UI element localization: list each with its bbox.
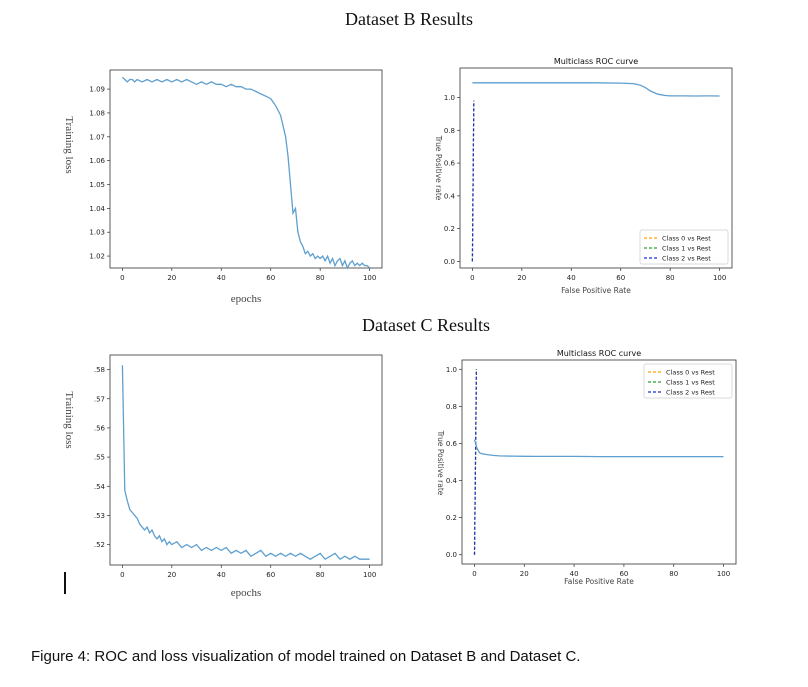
y-tick-label: 1.03	[89, 229, 105, 237]
y-tick-label: 0.2	[446, 514, 457, 522]
y-tick-label: .56	[94, 424, 106, 432]
y-tick-label: 1.0	[444, 94, 455, 102]
plot-frame	[459, 67, 733, 269]
text-cursor-mark	[64, 572, 66, 594]
series-line	[121, 365, 370, 561]
x-tick-label: 100	[713, 274, 726, 282]
y-axis-label: Training loss	[63, 391, 75, 448]
x-tick-label: 80	[666, 274, 675, 282]
y-axis-label: True Positive rate	[436, 430, 445, 496]
x-tick-label: 20	[167, 571, 176, 579]
y-tick-label: 1.05	[89, 181, 105, 189]
chart-title: Multiclass ROC curve	[554, 57, 638, 66]
x-tick-label: 60	[266, 274, 275, 282]
x-tick-label: 20	[517, 274, 526, 282]
x-axis-label: epochs	[231, 293, 262, 305]
series-line	[472, 82, 720, 97]
dataset-c-title: Dataset C Results	[362, 315, 490, 335]
plot-frame	[461, 359, 737, 565]
y-axis-label: Training loss	[63, 116, 75, 173]
legend-entry: Class 1 vs Rest	[662, 245, 711, 253]
x-tick-label: 40	[217, 274, 226, 282]
y-tick-label: 0.8	[446, 403, 457, 411]
x-tick-label: 80	[669, 570, 678, 578]
x-tick-label: 60	[616, 274, 625, 282]
y-tick-label: 0.2	[444, 225, 455, 233]
legend-entry: Class 2 vs Rest	[666, 389, 715, 397]
x-tick-label: 80	[316, 274, 325, 282]
y-tick-label: 0.4	[446, 477, 458, 485]
y-tick-label: .58	[94, 366, 105, 374]
y-tick-label: 0.8	[444, 127, 455, 135]
y-tick-label: 1.07	[89, 133, 105, 141]
y-tick-label: 0.6	[446, 440, 458, 448]
x-axis-label: epochs	[231, 587, 262, 599]
dataset-b-title: Dataset B Results	[345, 9, 473, 29]
y-tick-label: 0.4	[444, 192, 456, 200]
x-tick-label: 100	[363, 274, 376, 282]
legend-entry: Class 0 vs Rest	[666, 369, 715, 377]
y-tick-label: .57	[94, 395, 105, 403]
legend-box	[639, 229, 729, 265]
series-line-class-2-vs-rest	[473, 369, 477, 555]
x-tick-label: 20	[167, 274, 176, 282]
x-axis-label: False Positive Rate	[564, 577, 634, 586]
x-tick-label: 40	[567, 274, 576, 282]
x-tick-label: 20	[520, 570, 529, 578]
series-line	[121, 76, 371, 270]
legend-entry: Class 0 vs Rest	[662, 235, 711, 243]
y-tick-label: .52	[94, 541, 105, 549]
y-tick-label: 1.09	[89, 86, 105, 94]
x-tick-label: 80	[316, 571, 325, 579]
x-axis-label: False Positive Rate	[561, 286, 631, 295]
y-tick-label: 0.0	[444, 258, 455, 266]
x-tick-label: 60	[619, 570, 628, 578]
x-tick-label: 40	[570, 570, 579, 578]
y-tick-label: 1.0	[446, 366, 457, 374]
plot-frame	[109, 354, 383, 566]
x-tick-label: 0	[470, 274, 474, 282]
x-tick-label: 100	[363, 571, 376, 579]
series-line	[473, 439, 724, 458]
y-tick-label: .55	[94, 454, 105, 462]
y-tick-label: 1.02	[89, 253, 105, 261]
y-tick-label: 1.06	[89, 157, 105, 165]
y-tick-label: 0.6	[444, 160, 456, 168]
x-tick-label: 0	[472, 570, 476, 578]
y-axis-label: True Positive rate	[434, 135, 443, 201]
plot-frame	[109, 69, 383, 269]
y-tick-label: 0.0	[446, 551, 457, 559]
legend-entry: Class 1 vs Rest	[666, 379, 715, 387]
legend-box	[643, 363, 733, 399]
y-tick-label: 1.04	[89, 205, 105, 213]
legend-entry: Class 2 vs Rest	[662, 255, 711, 263]
x-tick-label: 60	[266, 571, 275, 579]
series-line-class-2-vs-rest	[471, 100, 475, 262]
y-tick-label: 1.08	[89, 109, 105, 117]
figure-caption: Figure 4: ROC and loss visualization of …	[31, 648, 581, 665]
x-tick-label: 100	[717, 570, 730, 578]
y-tick-label: .54	[94, 483, 106, 491]
chart-title: Multiclass ROC curve	[557, 349, 641, 358]
x-tick-label: 0	[120, 274, 124, 282]
x-tick-label: 40	[217, 571, 226, 579]
x-tick-label: 0	[120, 571, 124, 579]
y-tick-label: .53	[94, 512, 105, 520]
